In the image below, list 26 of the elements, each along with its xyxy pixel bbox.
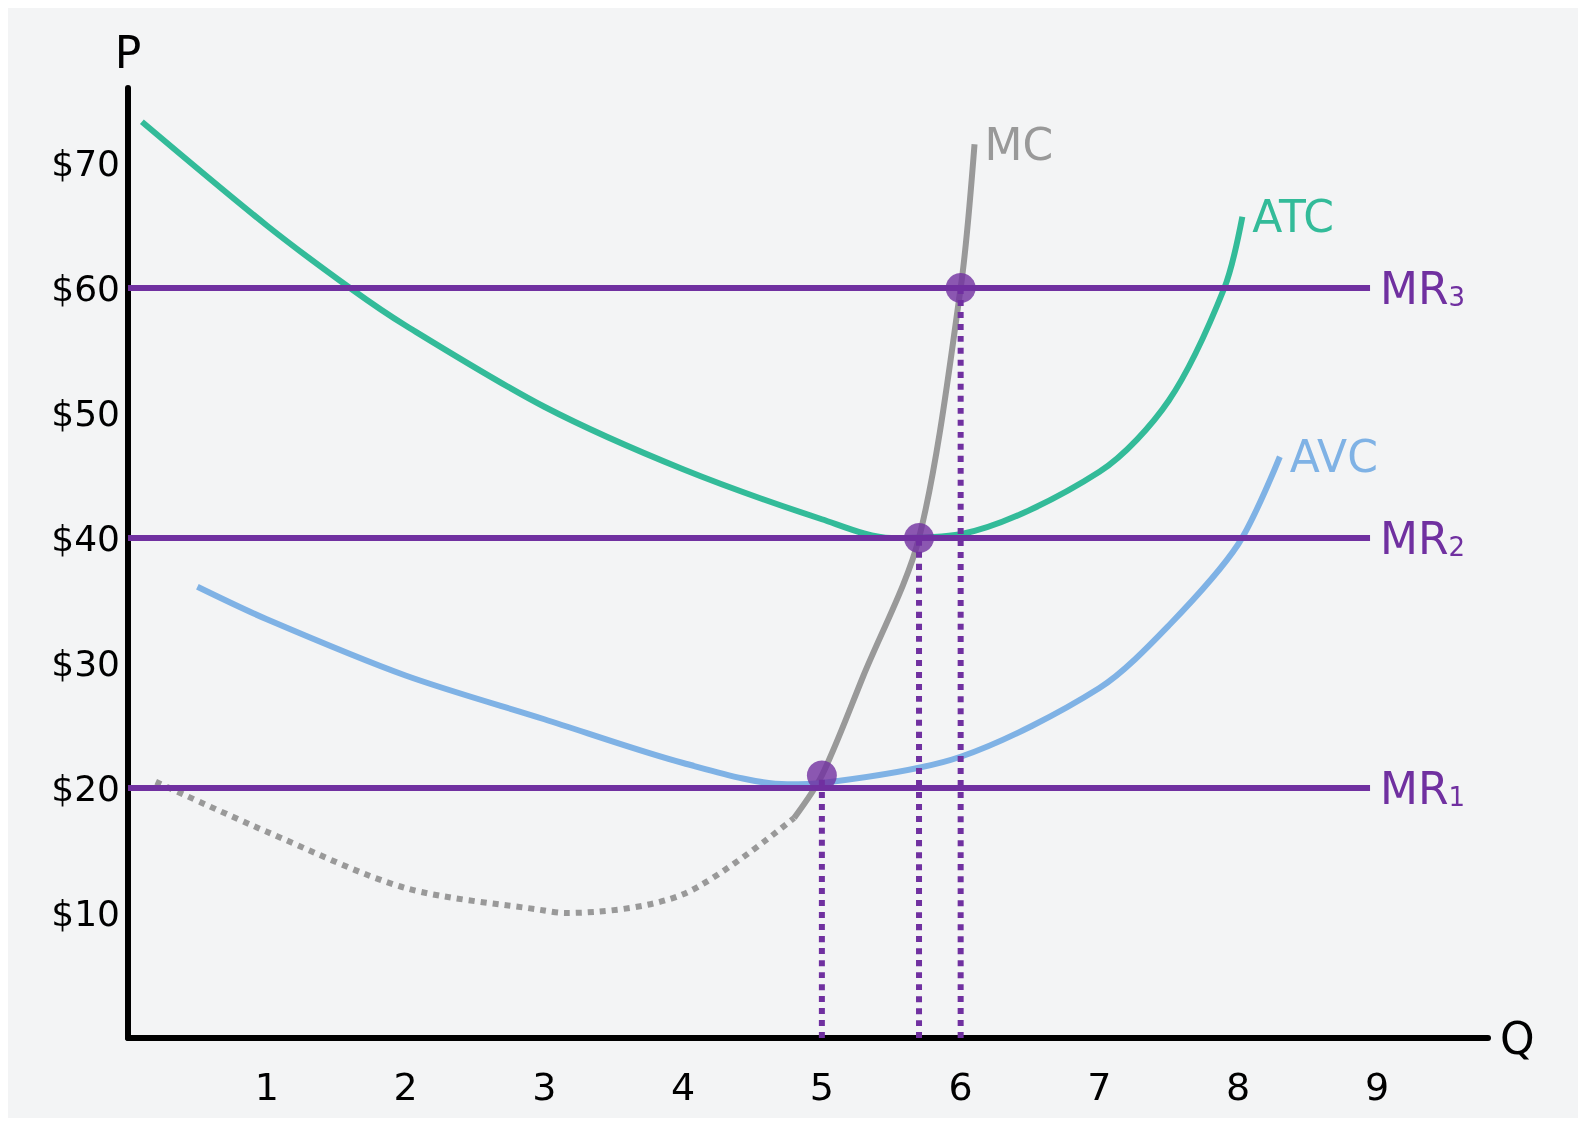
y-tick-label: $70 [51, 142, 120, 184]
series-label: AVC [1289, 431, 1378, 483]
point [904, 523, 935, 553]
y-tick-label: $60 [51, 267, 120, 309]
x-tick-label: 4 [671, 1065, 696, 1109]
series-label: MR3 [1380, 262, 1466, 314]
x-tick-label: 6 [948, 1065, 973, 1109]
series-label: MC [984, 118, 1054, 170]
series-label: MR1 [1380, 762, 1466, 814]
x-axis-title: Q [1500, 1012, 1535, 1064]
series-label: MR2 [1380, 512, 1466, 564]
y-tick-label: $10 [51, 892, 120, 934]
point [945, 273, 976, 303]
x-tick-label: 5 [809, 1065, 834, 1109]
x-tick-label: 9 [1364, 1065, 1390, 1109]
x-tick-label: 3 [532, 1065, 557, 1109]
y-axis-title: P [114, 26, 142, 78]
y-tick-label: $20 [51, 767, 120, 809]
series-label: ATC [1252, 191, 1335, 243]
y-tick-label: $50 [51, 392, 120, 434]
y-tick-label: $30 [51, 642, 120, 684]
x-tick-label: 2 [393, 1065, 418, 1109]
y-tick-label: $40 [51, 517, 120, 559]
x-tick-label: 1 [254, 1065, 279, 1109]
x-tick-label: 8 [1226, 1065, 1251, 1109]
x-tick-label: 7 [1087, 1065, 1112, 1109]
